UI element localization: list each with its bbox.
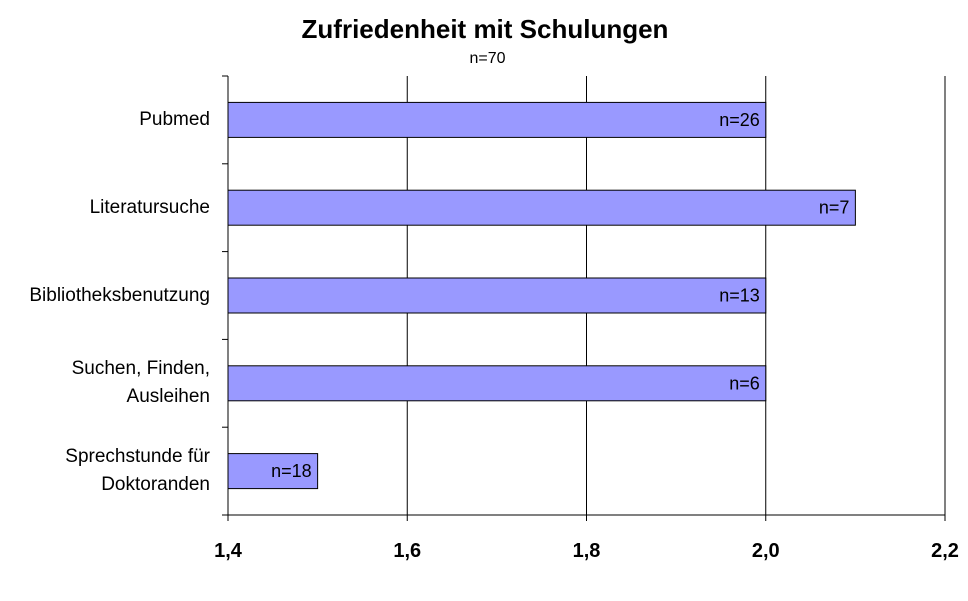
category-label-1: Literatursuche bbox=[10, 194, 210, 222]
category-label-0: Pubmed bbox=[10, 106, 210, 134]
data-label-2: n=13 bbox=[719, 286, 760, 306]
category-label-line: Suchen, Finden, bbox=[71, 358, 210, 380]
bar-0 bbox=[227, 101, 767, 138]
category-label-line: Bibliotheksbenutzung bbox=[29, 284, 210, 306]
chart-title: Zufriedenheit mit Schulungen bbox=[301, 14, 669, 44]
category-label-4: Sprechstunde für Doktoranden bbox=[10, 443, 210, 499]
x-tick-label-1: 1,6 bbox=[393, 540, 421, 562]
category-label-line: Literatursuche bbox=[89, 196, 210, 218]
data-label-1: n=7 bbox=[819, 198, 850, 218]
data-label-3: n=6 bbox=[729, 373, 760, 393]
chart-subtitle: n=70 bbox=[469, 50, 506, 67]
x-tick-label-2: 1,8 bbox=[573, 540, 601, 562]
category-label-line: Doktoranden bbox=[101, 474, 210, 496]
bar-1 bbox=[227, 189, 856, 226]
category-label-line: Ausleihen bbox=[126, 386, 210, 408]
bar-2 bbox=[227, 277, 767, 314]
x-tick-label-3: 2,0 bbox=[752, 540, 780, 562]
category-label-line: Sprechstunde für bbox=[65, 446, 210, 468]
data-label-0: n=26 bbox=[719, 110, 760, 130]
category-label-2: Bibliotheksbenutzung bbox=[10, 282, 210, 310]
bar-3 bbox=[227, 365, 767, 402]
category-label-line: Pubmed bbox=[139, 108, 210, 130]
bar-4 bbox=[227, 453, 319, 490]
category-label-3: Suchen, Finden, Ausleihen bbox=[10, 355, 210, 411]
data-label-4: n=18 bbox=[271, 461, 312, 481]
x-tick-label-0: 1,4 bbox=[214, 540, 243, 562]
x-tick-label-4: 2,2 bbox=[931, 540, 959, 562]
